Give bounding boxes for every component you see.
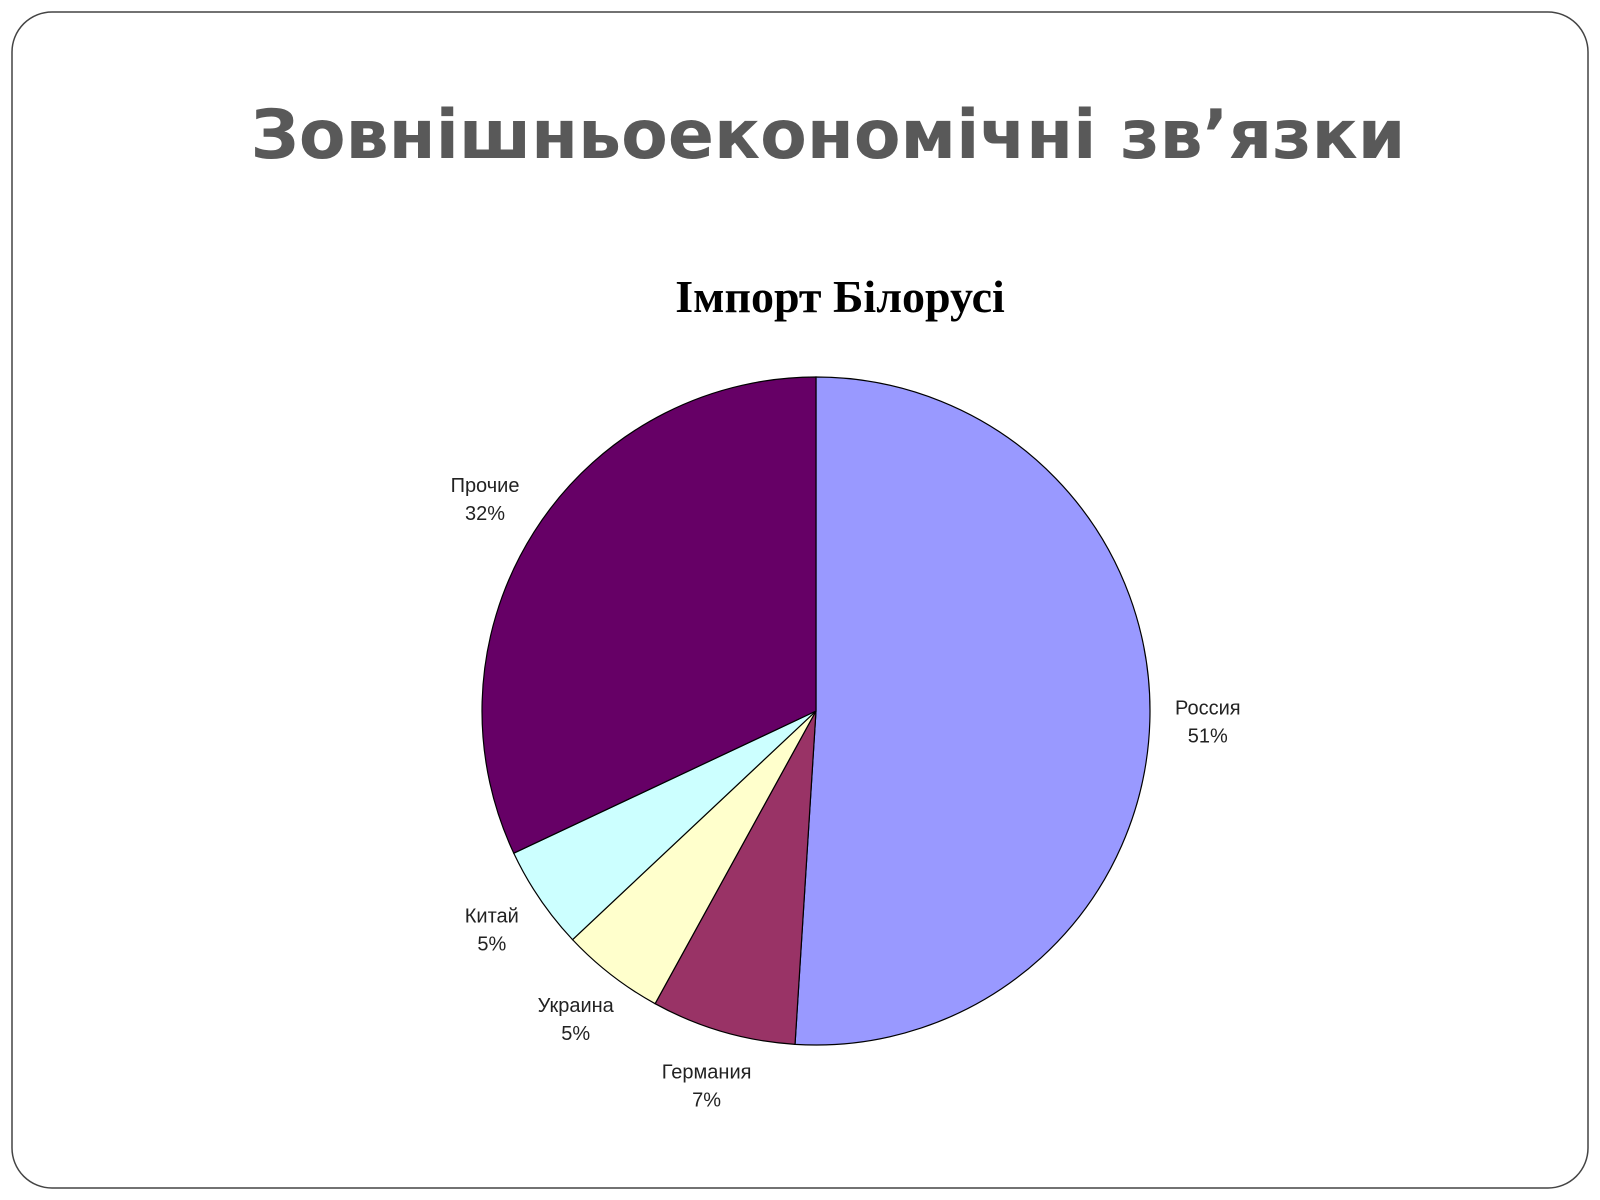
slice-label: Россия [1175,698,1241,720]
slice-value-label: 32% [465,503,505,525]
chart-title: Імпорт Білорусі [675,271,1005,322]
slice-label: Китай [465,906,519,928]
slice-label: Германия [662,1062,752,1084]
slice-value-label: 5% [561,1023,590,1045]
slice-value-label: 51% [1188,726,1228,748]
pie-slice [481,376,817,855]
slice-value-label: 5% [477,934,506,956]
pie-slice [794,376,1151,1046]
slice-label: Украина [538,995,615,1017]
slide-title: Зовнішньоекономічні зв’язки [251,96,1406,175]
slice-label: Прочие [451,475,520,497]
pie-slice [654,710,817,1045]
slice-value-label: 7% [692,1090,721,1112]
